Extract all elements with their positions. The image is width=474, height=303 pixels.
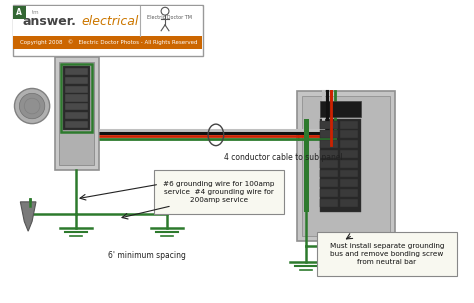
Bar: [320, 189, 338, 197]
Bar: [65, 112, 88, 119]
FancyBboxPatch shape: [317, 232, 457, 276]
Text: Copyright 2008   ©   Electric Doctor Photos - All Rights Reserved: Copyright 2008 © Electric Doctor Photos …: [19, 40, 197, 45]
Text: tm: tm: [32, 10, 40, 15]
Bar: [65, 103, 88, 110]
Bar: [340, 179, 358, 187]
Bar: [65, 85, 88, 93]
Text: 6' minimum spacing: 6' minimum spacing: [109, 251, 186, 260]
Bar: [13, 36, 202, 49]
Bar: [340, 189, 358, 197]
Text: electrical: electrical: [81, 15, 138, 28]
Bar: [319, 101, 361, 117]
Text: A: A: [17, 8, 22, 17]
Text: Must install separate grounding
bus and remove bonding screw
from neutral bar: Must install separate grounding bus and …: [330, 243, 444, 265]
Bar: [320, 199, 338, 207]
Bar: [340, 150, 358, 158]
Circle shape: [15, 88, 50, 124]
Bar: [320, 160, 338, 168]
Text: #6 grounding wire for 100amp
service  #4 grounding wire for
200amp service: #6 grounding wire for 100amp service #4 …: [163, 181, 274, 203]
Bar: [65, 94, 88, 102]
Bar: [320, 131, 338, 138]
Bar: [340, 170, 358, 178]
Bar: [320, 140, 338, 148]
Bar: [13, 6, 202, 36]
Bar: [62, 64, 91, 132]
Bar: [12, 5, 203, 56]
Bar: [320, 170, 338, 178]
Bar: [65, 68, 88, 75]
Text: Electric Doctor TM: Electric Doctor TM: [147, 15, 192, 20]
Bar: [304, 119, 309, 211]
Bar: [340, 160, 358, 168]
Circle shape: [19, 93, 45, 119]
Bar: [320, 150, 338, 158]
Bar: [340, 121, 358, 128]
Bar: [55, 57, 99, 170]
Bar: [13, 6, 26, 19]
Bar: [302, 96, 390, 236]
Bar: [297, 92, 395, 241]
Bar: [340, 140, 358, 148]
Bar: [59, 62, 94, 165]
FancyBboxPatch shape: [154, 170, 284, 214]
Bar: [340, 131, 358, 138]
Bar: [65, 77, 88, 84]
Bar: [320, 121, 338, 128]
Bar: [65, 121, 88, 128]
Text: answer.: answer.: [22, 15, 76, 28]
Bar: [340, 199, 358, 207]
Polygon shape: [20, 202, 36, 231]
Bar: [64, 66, 90, 131]
Bar: [320, 179, 338, 187]
Bar: [319, 119, 361, 211]
Text: 4 conductor cable to sub panel: 4 conductor cable to sub panel: [224, 153, 342, 162]
